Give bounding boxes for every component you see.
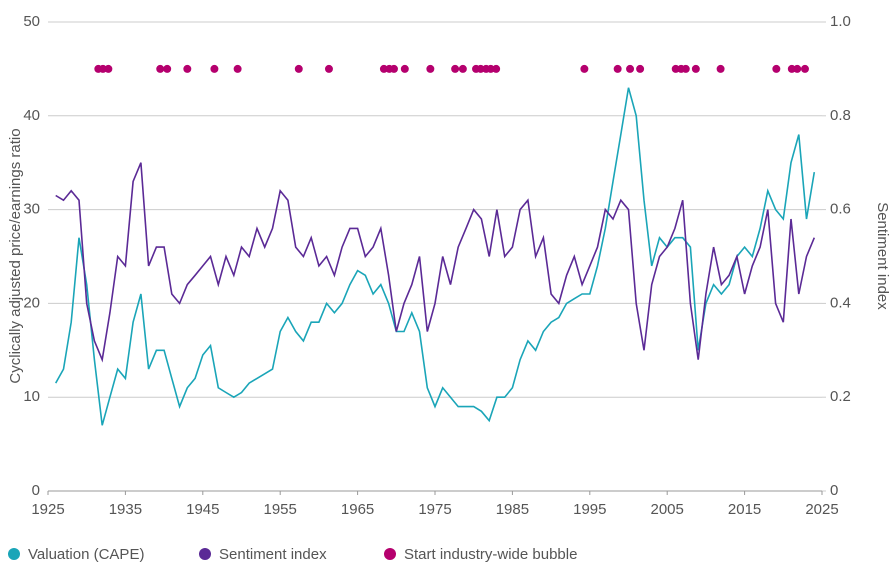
- x-tick-label: 2005: [651, 501, 684, 518]
- bubble-dot: [626, 64, 635, 73]
- y-axis-label: Cyclically adjusted price/earnings ratio: [7, 128, 24, 383]
- series-line: [55, 162, 816, 363]
- bubble-dot: [233, 64, 242, 73]
- series-line: [55, 87, 816, 426]
- x-tick-label: 1935: [109, 501, 142, 518]
- y2-tick-label: 0.6: [830, 201, 851, 218]
- bubble-dot: [294, 64, 303, 73]
- bubble-dot: [800, 64, 809, 73]
- legend-label: Valuation (CAPE): [28, 546, 144, 563]
- x-tick-label: 1925: [31, 501, 64, 518]
- bubble-dot: [210, 64, 219, 73]
- bubble-dot: [458, 64, 467, 73]
- bubble-dot: [691, 64, 700, 73]
- y2-tick-label: 0: [830, 482, 838, 499]
- legend-label: Sentiment index: [219, 546, 327, 563]
- bubble-dot: [636, 64, 645, 73]
- bubble-dot: [104, 64, 113, 73]
- x-tick-label: 1985: [496, 501, 529, 518]
- y-tick-label: 20: [23, 294, 40, 311]
- bubble-dot: [156, 64, 165, 73]
- x-tick-label: 1955: [264, 501, 297, 518]
- legend-marker: [8, 548, 20, 560]
- legend-label: Start industry-wide bubble: [404, 546, 577, 563]
- bubble-dot: [793, 64, 802, 73]
- bubble-dot: [389, 64, 398, 73]
- bubble-dot: [580, 64, 589, 73]
- bubble-dot: [772, 64, 781, 73]
- bubble-dot: [681, 64, 690, 73]
- y-tick-label: 0: [32, 482, 40, 499]
- x-tick-label: 1945: [186, 501, 219, 518]
- x-tick-label: 1975: [418, 501, 451, 518]
- y2-tick-label: 0.4: [830, 294, 851, 311]
- y2-axis-label: Sentiment index: [874, 202, 891, 310]
- y2-tick-label: 0.2: [830, 388, 851, 405]
- y-tick-label: 40: [23, 107, 40, 124]
- y2-tick-label: 1.0: [830, 13, 851, 30]
- x-tick-label: 1995: [573, 501, 606, 518]
- y2-tick-label: 0.8: [830, 107, 851, 124]
- legend-marker: [384, 548, 396, 560]
- bubble-dot: [613, 64, 622, 73]
- bubble-dot: [400, 64, 409, 73]
- x-tick-label: 2015: [728, 501, 761, 518]
- bubble-dot: [163, 64, 172, 73]
- y-tick-label: 10: [23, 388, 40, 405]
- legend-marker: [199, 548, 211, 560]
- bubble-dot: [451, 64, 460, 73]
- bubble-dot: [183, 64, 192, 73]
- y-tick-label: 50: [23, 13, 40, 30]
- y-tick-label: 30: [23, 201, 40, 218]
- x-tick-label: 1965: [341, 501, 374, 518]
- bubble-dot: [426, 64, 435, 73]
- bubble-dot: [492, 64, 501, 73]
- x-tick-label: 2025: [805, 501, 838, 518]
- bubble-dot: [324, 64, 333, 73]
- bubble-dot: [716, 64, 725, 73]
